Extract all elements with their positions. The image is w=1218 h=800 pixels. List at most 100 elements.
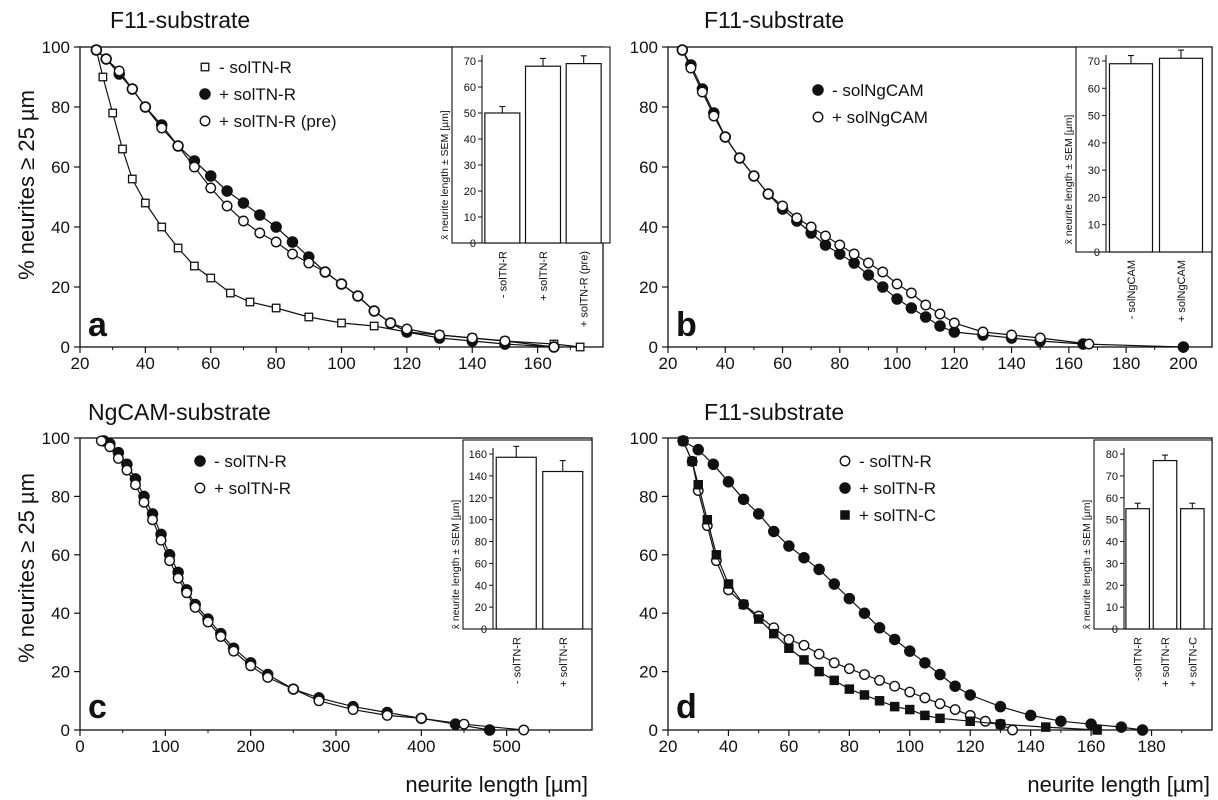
data-point: [891, 293, 903, 305]
data-point: [1041, 722, 1051, 732]
data-point: [920, 299, 932, 311]
data-point: [777, 200, 788, 212]
data-point: [181, 587, 193, 599]
data-point: [1055, 715, 1067, 727]
data-point: [245, 297, 255, 307]
inset-y-axis-title: x̄ neurite length ± SEM [µm]: [1081, 500, 1093, 630]
data-point: [466, 332, 478, 344]
inset-category-label: - solTN-R: [497, 251, 509, 298]
inset-category-label: + solTN-R (pre): [579, 251, 591, 327]
y-tick-label: 80: [51, 98, 70, 117]
data-point: [221, 200, 233, 212]
data-point: [685, 62, 697, 74]
data-point: [205, 170, 217, 182]
data-point: [262, 671, 274, 683]
inset-y-tick-label: 80: [475, 537, 487, 549]
series-2: [678, 436, 1102, 735]
x-tick-label: 80: [267, 354, 286, 373]
data-point: [118, 144, 127, 154]
data-point: [813, 648, 825, 660]
x-axis-title-left: neurite length [µm]: [405, 772, 588, 797]
x-tick-label: 120: [940, 354, 968, 373]
data-point: [920, 710, 930, 721]
y-tick-label: 0: [61, 338, 70, 357]
data-point: [458, 718, 470, 730]
inset-y-tick-label: 50: [1088, 111, 1100, 123]
data-point: [202, 616, 214, 628]
data-point: [112, 452, 124, 464]
data-point: [575, 342, 585, 352]
y-tick-label: 20: [51, 663, 70, 682]
data-point: [752, 508, 765, 520]
y-axis-title-top: % neurites ≥ 25 µm: [14, 90, 39, 280]
inset-bar-chart: 0 10 20 30 40 50 60 70 - solNgCAM + solNgCAM x̄ ne…: [1063, 46, 1213, 322]
data-point: [934, 668, 946, 681]
data-point: [711, 550, 722, 560]
data-point: [287, 683, 299, 695]
data-point: [337, 318, 346, 328]
legend-entry: + solTN-R (pre): [219, 112, 337, 131]
data-point: [762, 188, 774, 200]
inset-bar: [542, 470, 584, 630]
data-point: [368, 305, 380, 317]
panel-title: NgCAM-substrate: [88, 399, 271, 425]
inset-y-tick-label: 60: [1088, 83, 1100, 95]
data-point: [1177, 341, 1190, 353]
data-point: [1092, 725, 1102, 735]
x-tick-label: 80: [840, 737, 859, 756]
panel-letter: d: [676, 688, 697, 726]
data-point: [843, 663, 855, 675]
data-point: [965, 716, 975, 726]
y-tick-label: 80: [51, 487, 70, 506]
data-point: [1136, 724, 1149, 736]
x-tick-label: 400: [407, 737, 435, 756]
data-point: [228, 645, 240, 657]
data-point: [905, 302, 918, 314]
y-tick-label: 60: [51, 158, 70, 177]
inset-category-label: - solTN-R: [511, 637, 523, 684]
inset-y-tick-label: 20: [475, 602, 487, 614]
x-tick-label: 180: [1112, 354, 1140, 373]
x-tick-label: 120: [393, 354, 421, 373]
inset-category-label: - solNgCAM: [1126, 260, 1138, 319]
panel-title: F11-substrate: [704, 399, 844, 425]
data-point: [287, 248, 298, 260]
data-point: [155, 534, 167, 546]
panel-title: F11-substrate: [704, 7, 844, 33]
data-point: [874, 674, 886, 686]
inset-y-tick-label: 40: [1088, 138, 1100, 150]
inset-category-label: + solTN-R: [538, 251, 550, 301]
y-tick-label: 20: [51, 278, 70, 297]
data-point: [90, 44, 102, 56]
inset-y-tick-label: 100: [469, 515, 487, 527]
data-point: [271, 303, 281, 313]
data-point: [798, 639, 810, 651]
legend-marker: [839, 455, 851, 467]
x-tick-label: 100: [896, 737, 924, 756]
data-point: [813, 563, 825, 576]
data-point: [753, 614, 764, 624]
y-tick-label: 40: [51, 604, 70, 623]
y-tick-label: 80: [639, 487, 658, 506]
data-point: [934, 698, 946, 710]
data-point: [548, 341, 560, 353]
data-point: [205, 182, 217, 194]
data-point: [1024, 709, 1037, 722]
data-point: [676, 44, 688, 56]
series-1: [676, 44, 1095, 350]
data-point: [843, 592, 856, 605]
data-point: [385, 317, 396, 329]
inset-y-tick-label: 30: [464, 160, 476, 172]
data-point: [748, 170, 760, 182]
data-point: [692, 443, 704, 456]
data-point: [237, 215, 249, 227]
data-point: [434, 329, 446, 341]
data-point: [147, 514, 158, 526]
data-point: [934, 320, 946, 332]
data-point: [95, 435, 107, 447]
inset-y-tick-label: 70: [464, 56, 476, 68]
inset-y-tick-label: 70: [1088, 56, 1100, 68]
